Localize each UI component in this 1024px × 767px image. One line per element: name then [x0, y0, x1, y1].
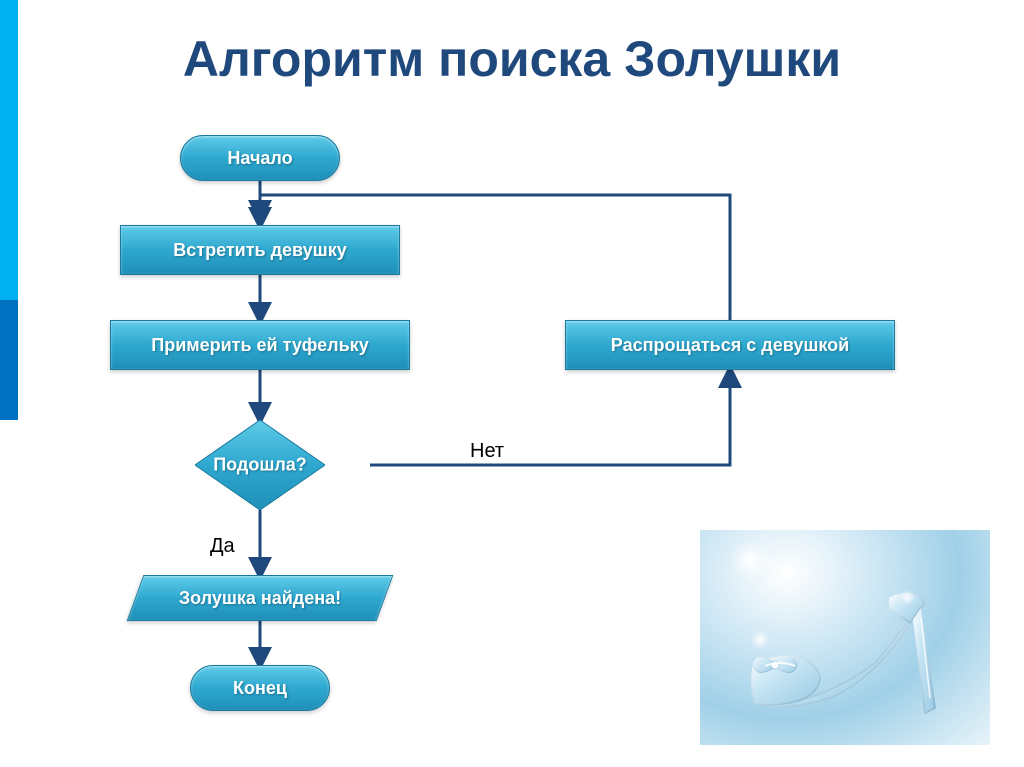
left-bar-mid	[0, 300, 18, 420]
node-start-label: Начало	[227, 148, 292, 169]
node-end: Конец	[190, 665, 330, 711]
glass-slipper-decoration	[700, 530, 990, 745]
sparkle-icon	[900, 590, 915, 605]
node-meet: Встретить девушку	[120, 225, 400, 275]
node-decision-label: Подошла?	[213, 455, 307, 476]
node-found-label: Золушка найдена!	[179, 588, 341, 609]
lens-flare-icon	[730, 540, 770, 580]
page-title: Алгоритм поиска Золушки	[0, 30, 1024, 88]
left-accent-bar	[0, 0, 18, 767]
edge-label-yes: Да	[210, 535, 235, 558]
node-end-label: Конец	[233, 678, 287, 699]
node-try-label: Примерить ей туфельку	[151, 335, 368, 356]
node-start: Начало	[180, 135, 340, 181]
node-found: Золушка найдена!	[127, 575, 394, 621]
sparkle-icon	[750, 630, 770, 650]
edge-label-no: Нет	[470, 440, 504, 463]
node-meet-label: Встретить девушку	[173, 240, 346, 261]
node-decision: Подошла?	[195, 420, 325, 510]
node-try: Примерить ей туфельку	[110, 320, 410, 370]
node-farewell-label: Распрощаться с девушкой	[611, 335, 849, 356]
node-farewell: Распрощаться с девушкой	[565, 320, 895, 370]
